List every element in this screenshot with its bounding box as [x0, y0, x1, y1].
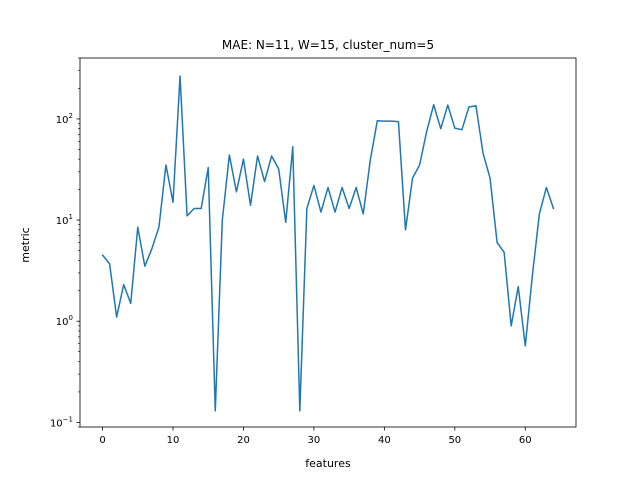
y-tick-label: 10−1 — [50, 415, 73, 429]
y-tick-exponent: 1 — [69, 213, 73, 221]
x-tick-label: 50 — [448, 435, 461, 446]
x-tick-label: 60 — [519, 435, 532, 446]
axes-frame — [79, 57, 577, 428]
y-tick-exponent: 0 — [69, 314, 73, 322]
x-tick-label: 0 — [99, 435, 105, 446]
y-axis-label: metric — [19, 227, 32, 262]
y-tick-label: 101 — [56, 213, 73, 227]
y-tick-exponent: −1 — [63, 415, 73, 423]
x-tick-label: 40 — [378, 435, 391, 446]
x-tick-label: 30 — [308, 435, 321, 446]
x-tick-label: 20 — [237, 435, 250, 446]
y-tick-base: 10 — [56, 216, 69, 227]
chart-title: MAE: N=11, W=15, cluster_num=5 — [222, 38, 434, 52]
series-line — [101, 75, 555, 412]
x-axis-label: features — [305, 457, 351, 470]
y-tick-exponent: 2 — [69, 112, 73, 120]
y-tick-base: 10 — [50, 418, 63, 429]
y-tick-label: 100 — [56, 314, 73, 328]
y-tick-label: 102 — [56, 112, 73, 126]
y-tick-base: 10 — [56, 317, 69, 328]
x-tick-label: 10 — [167, 435, 180, 446]
y-tick-base: 10 — [56, 115, 69, 126]
